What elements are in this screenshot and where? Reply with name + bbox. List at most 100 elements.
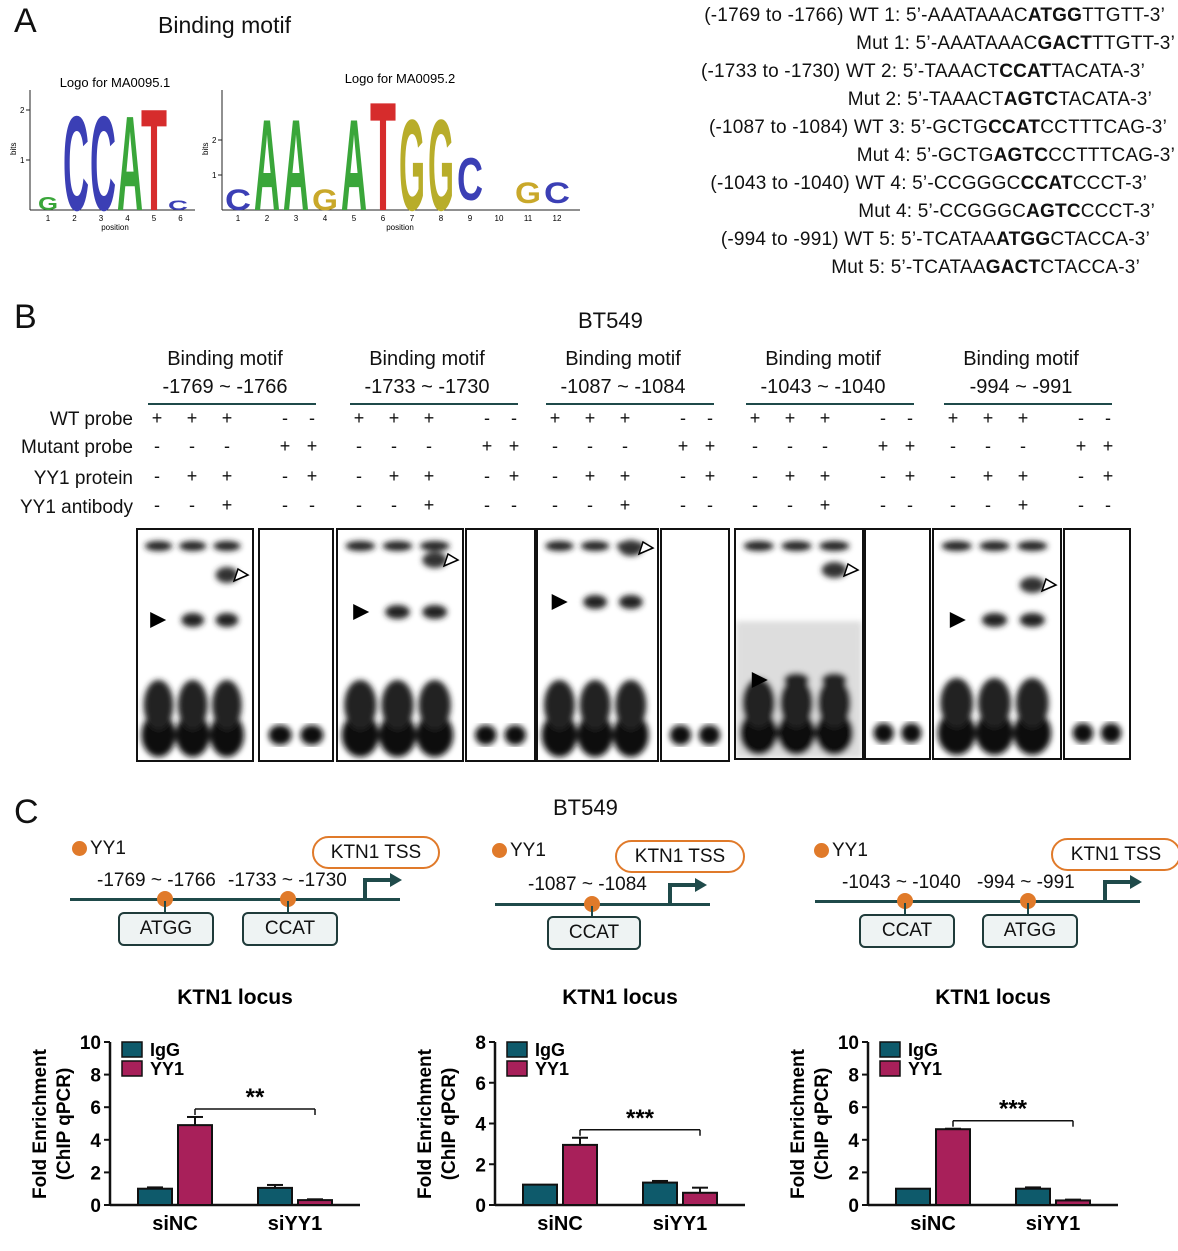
lane-sign: + (306, 466, 318, 486)
bar-igg (1015, 1187, 1051, 1206)
sequence-flank-3: CCTTTCAG-3’ (1040, 117, 1167, 138)
svg-text:2: 2 (212, 136, 217, 145)
sequence-flank-3: CCCT-3’ (1080, 201, 1155, 222)
lane-sign: - (224, 436, 230, 456)
gel-image (475, 725, 526, 745)
y-axis-label-unit: (ChIP qPCR) (54, 1068, 75, 1181)
lane-sign: - (552, 495, 558, 515)
logo2-title: Logo for MA0095.2 (345, 71, 456, 86)
logo1-tick: 3 (99, 214, 104, 223)
significance-stars: *** (999, 1096, 1028, 1123)
lane-sign: - (950, 436, 956, 456)
sequence-flank-3: CTACCA-3’ (1040, 257, 1140, 278)
lane-sign: - (1105, 408, 1111, 428)
motif-underline (546, 403, 714, 405)
binding-motif-label: Binding motif (369, 348, 485, 370)
sequence-flank-3: CCTTTCAG-3’ (1048, 145, 1175, 166)
svg-text:C: C (168, 197, 188, 213)
logo1-tick: 6 (178, 214, 183, 223)
yy1-dot-icon (814, 843, 829, 858)
lane-sign: - (587, 495, 593, 515)
lane-sign: + (151, 408, 163, 428)
lane-sign: + (186, 408, 198, 428)
lane-sign: + (619, 495, 631, 515)
bar-yy1 (562, 1143, 598, 1207)
logo2-ylabel: bits (201, 143, 210, 155)
lane-sign: - (511, 495, 517, 515)
lane-sign: + (388, 408, 400, 428)
box-connector (287, 901, 289, 912)
lane-sign: + (784, 466, 796, 486)
sequence-core: AGTC (1003, 89, 1059, 110)
lane-sign: - (309, 495, 315, 515)
lane-sign: - (1078, 466, 1084, 486)
lane-sign: + (784, 408, 796, 428)
lane-sign: - (282, 495, 288, 515)
sequence-label: (-1769 to -1766) WT 1: (704, 5, 906, 26)
sequence-core: ATGG (1027, 5, 1083, 26)
lane-sign: - (426, 436, 432, 456)
lane-sign: - (309, 408, 315, 428)
logo1-letter-t: T (141, 79, 167, 240)
significance-stars: ** (246, 1084, 265, 1111)
sequence-core: CCAT (999, 61, 1052, 82)
logo2-tick: 8 (439, 214, 444, 223)
y-axis-label: Fold Enrichment (415, 1048, 436, 1199)
box-connector (164, 901, 166, 912)
shift-arrow-icon (751, 672, 768, 688)
binding-motif-label: Binding motif (765, 348, 881, 370)
sequence-flank-5: 5’-AAATAAAC (905, 5, 1028, 26)
sequence-row: (-1769 to -1766) WT 1: 5’-AAATAAACATGGTT… (704, 5, 1165, 27)
sequence-label: Mut 1: (856, 33, 916, 54)
lane-sign: - (189, 436, 195, 456)
binding-site-dot-icon (584, 896, 600, 912)
lane-sign: + (819, 466, 831, 486)
bar-igg (257, 1186, 293, 1206)
sequence-flank-3: TTGTT-3’ (1082, 5, 1165, 26)
gel-image (141, 541, 250, 757)
y-tick-label: 4 (848, 1131, 859, 1152)
lane-sign: + (306, 436, 318, 456)
lane-sign: - (189, 495, 195, 515)
lane-sign: - (787, 495, 793, 515)
motif-box: ATGG (982, 914, 1078, 948)
emsa-gel-mutant (258, 528, 334, 762)
svg-text:G: G (399, 92, 425, 238)
y-tick-label: 2 (848, 1163, 859, 1184)
lane-sign: + (221, 495, 233, 515)
motif-box: CCAT (859, 914, 955, 948)
row-label-wt-probe: WT probe (49, 409, 133, 430)
y-axis-label: Fold Enrichment (788, 1048, 809, 1199)
gel-image (341, 541, 460, 757)
logo1-letter-c2: C (90, 88, 116, 239)
lane-sign: + (749, 408, 761, 428)
x-category-label: siYY1 (653, 1213, 707, 1235)
emsa-gel-mutant (864, 528, 931, 760)
shift-arrow-icon (551, 594, 568, 610)
legend-swatch-yy1 (121, 1060, 143, 1077)
sequence-flank-3: CTACCA-3’ (1050, 229, 1150, 250)
sequence-flank-5: 5’-GCTG (910, 117, 989, 138)
lane-sign: + (353, 408, 365, 428)
ktn1-tss-label: KTN1 TSS (312, 836, 440, 869)
lane-sign: + (508, 436, 520, 456)
binding-site-dot-icon (157, 891, 173, 907)
lane-sign: + (584, 466, 596, 486)
logo2-tick: 3 (294, 214, 299, 223)
yy1-dot-icon (492, 843, 507, 858)
motif-underline (944, 403, 1112, 405)
emsa-motif-heading: Binding motif -1733 ~ -1730 (342, 345, 512, 401)
gel-image (736, 541, 862, 758)
binding-site-dot-icon (1020, 893, 1036, 909)
lane-sign: - (282, 466, 288, 486)
svg-text:1: 1 (20, 156, 25, 165)
sequence-flank-5: 5’-TCATAA (890, 257, 986, 278)
sequence-core: AGTC (993, 145, 1049, 166)
logo2-xlabel: position (386, 223, 414, 232)
motif-underline (148, 403, 316, 405)
sequence-flank-3: TTGTT-3’ (1092, 33, 1175, 54)
row-label-yy1-antibody: YY1 antibody (19, 497, 133, 518)
lane-sign: - (587, 436, 593, 456)
site-range-label: -994 ~ -991 (977, 872, 1075, 893)
bar-igg (522, 1183, 558, 1206)
